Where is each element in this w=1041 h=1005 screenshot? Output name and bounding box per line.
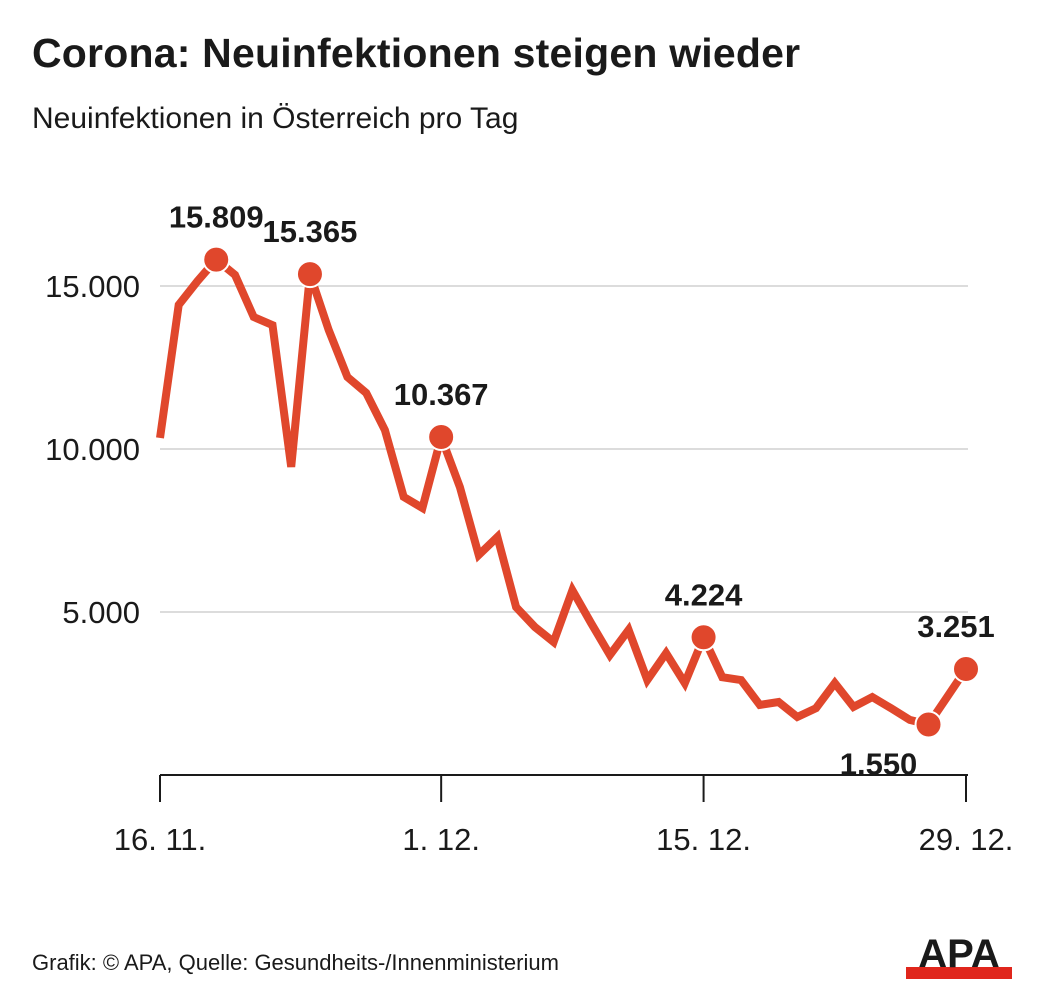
y-tick-label: 15.000: [45, 269, 140, 304]
highlight-marker: [202, 245, 231, 274]
x-tick-label: 15. 12.: [656, 822, 751, 857]
x-tick-label: 29. 12.: [919, 822, 1014, 857]
chart-title: Corona: Neuinfektionen steigen wieder: [32, 30, 801, 76]
data-label: 3.251: [917, 609, 995, 644]
source-credit: Grafik: © APA, Quelle: Gesundheits-/Inne…: [32, 950, 559, 975]
chart-subtitle: Neuinfektionen in Österreich pro Tag: [32, 102, 519, 135]
data-label: 1.550: [840, 746, 918, 781]
y-tick-label: 5.000: [62, 595, 140, 630]
x-tick-label: 16. 11.: [114, 822, 207, 857]
data-label: 10.367: [394, 377, 489, 412]
y-tick-label: 10.000: [45, 432, 140, 467]
series-line: [156, 254, 970, 730]
svg-text:APA: APA: [918, 935, 999, 976]
highlight-marker: [689, 623, 718, 652]
data-label: 4.224: [665, 577, 743, 612]
data-label: 15.809: [169, 200, 264, 235]
highlight-marker: [295, 260, 324, 289]
highlight-marker: [427, 423, 456, 452]
highlight-marker: [914, 710, 943, 739]
apa-logo: APA: [906, 935, 1012, 979]
x-tick-label: 1. 12.: [402, 822, 480, 857]
data-label: 15.365: [263, 214, 358, 249]
highlight-marker: [952, 655, 980, 684]
